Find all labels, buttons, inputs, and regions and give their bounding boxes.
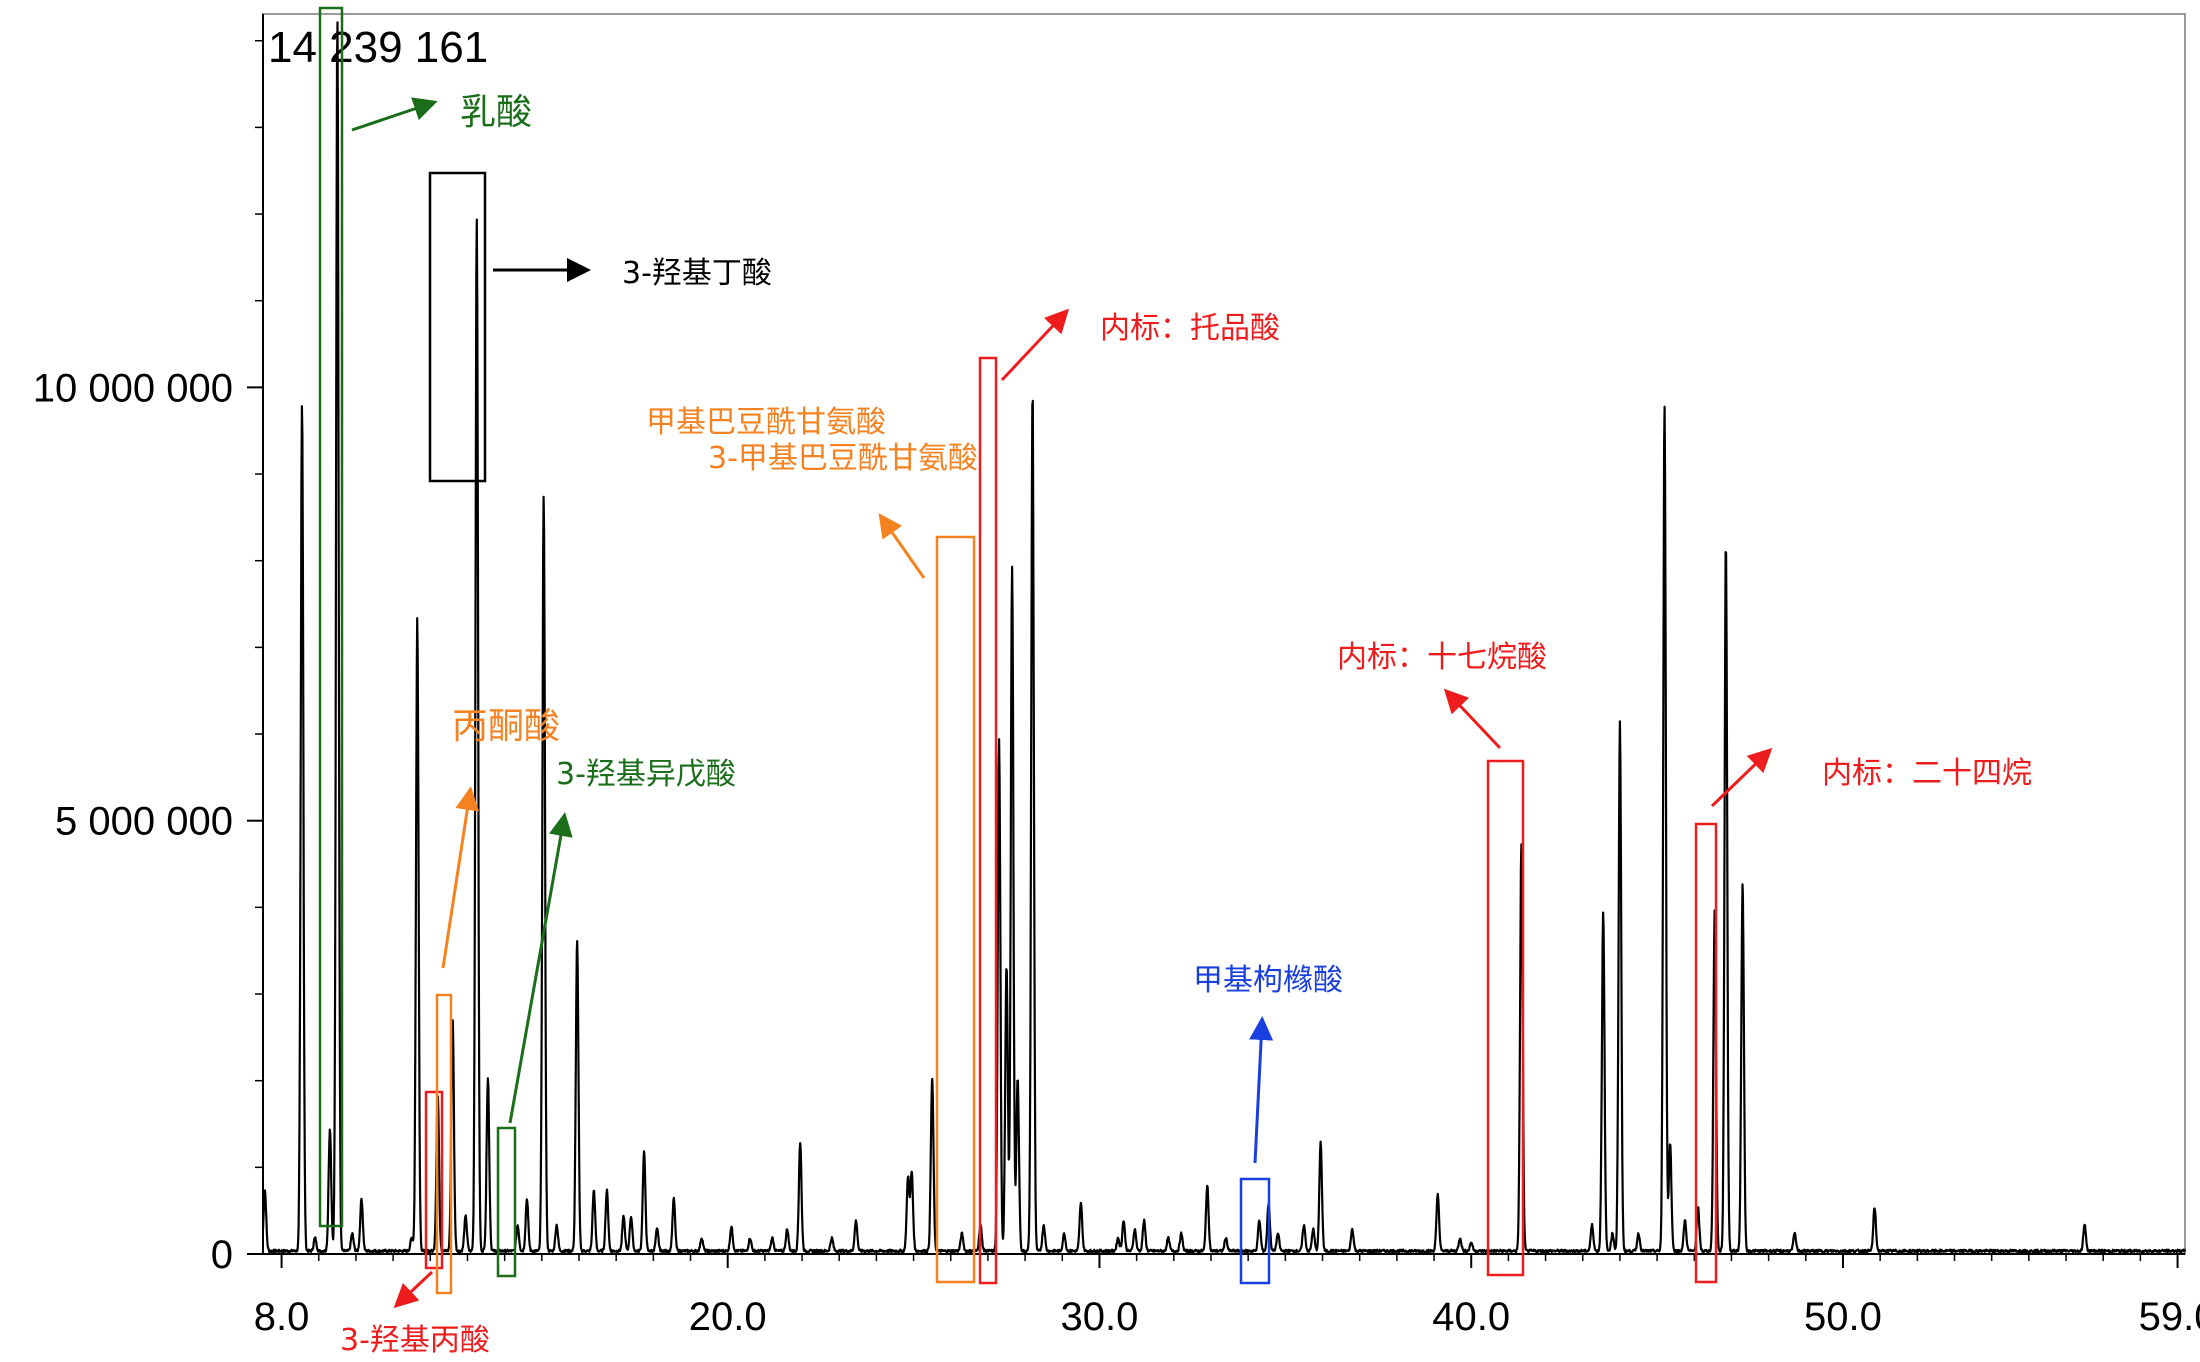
axis-ticks: 8.0 20.0 30.0 40.0 50.0 59.0 0 5 000 000 10 000 … <box>33 366 2200 1339</box>
x-tick-label: 20.0 <box>689 1295 767 1339</box>
tropic-acid-box <box>978 356 998 1285</box>
plot-frame <box>262 13 2186 1255</box>
hydroxybutyric-acid-box <box>428 171 487 483</box>
pyruvic-acid-label: 丙酮酸 <box>452 706 560 747</box>
hydroxypropionic-acid-arrow <box>393 1270 434 1309</box>
lactic-acid-label: 乳酸 <box>460 92 532 133</box>
heptadecanoic-acid-label: 内标：十七烷酸 <box>1337 640 1547 675</box>
x-tick-label: 8.0 <box>254 1295 310 1339</box>
y-tick-label: 5 000 000 <box>55 800 233 844</box>
tropic-acid-label: 内标：托品酸 <box>1100 311 1280 346</box>
lactic-acid-arrow <box>351 97 438 132</box>
tetracosane-arrow <box>1710 747 1773 808</box>
tetracosane-label: 内标：二十四烷 <box>1822 756 2032 791</box>
x-tick-label: 59.0 <box>2139 1295 2200 1339</box>
methylcitric-acid-box <box>1239 1177 1271 1285</box>
hydroxyisovaleric-acid-arrow <box>508 812 573 1124</box>
methylcitric-acid-arrow <box>1249 1016 1274 1164</box>
chromatogram-trace <box>261 21 2187 1254</box>
methylcrotonylglycine-label: 甲基巴豆酰甘氨酸 <box>646 405 886 440</box>
max-intensity-label: 14 239 161 <box>268 23 488 72</box>
tetracosane-box <box>1694 822 1718 1284</box>
y-tick-label: 0 <box>211 1233 233 1277</box>
x-tick-label: 50.0 <box>1804 1295 1882 1339</box>
x-tick-label: 30.0 <box>1061 1295 1139 1339</box>
y-minor-ticks <box>255 39 263 1169</box>
lactic-acid-box <box>318 6 344 1228</box>
methylcrotonylglycine-box <box>935 535 976 1284</box>
hydroxypropionic-acid-label: 3-羟基丙酸 <box>340 1323 490 1358</box>
pyruvic-acid-box <box>435 993 453 1295</box>
x-tick-label: 40.0 <box>1432 1295 1510 1339</box>
heptadecanoic-acid-box <box>1486 759 1525 1277</box>
methylcrotonylglycine-arrow <box>878 513 926 579</box>
heptadecanoic-acid-arrow <box>1443 688 1502 750</box>
methylcitric-acid-label: 甲基枸橼酸 <box>1193 963 1343 998</box>
pyruvic-acid-arrow <box>441 786 480 969</box>
hydroxyisovaleric-acid-label: 3-羟基异戊酸 <box>556 757 736 792</box>
methylcrotonylglycine-3-label: 3-甲基巴豆酰甘氨酸 <box>708 441 978 476</box>
hydroxybutyric-acid-label: 3-羟基丁酸 <box>622 256 772 291</box>
x-minor-ticks <box>318 1254 2142 1261</box>
hydroxypropionic-acid-box <box>424 1090 444 1270</box>
hydroxyisovaleric-acid-box <box>496 1126 517 1278</box>
y-tick-label: 10 000 000 <box>33 366 233 410</box>
tropic-acid-arrow <box>1000 308 1070 382</box>
